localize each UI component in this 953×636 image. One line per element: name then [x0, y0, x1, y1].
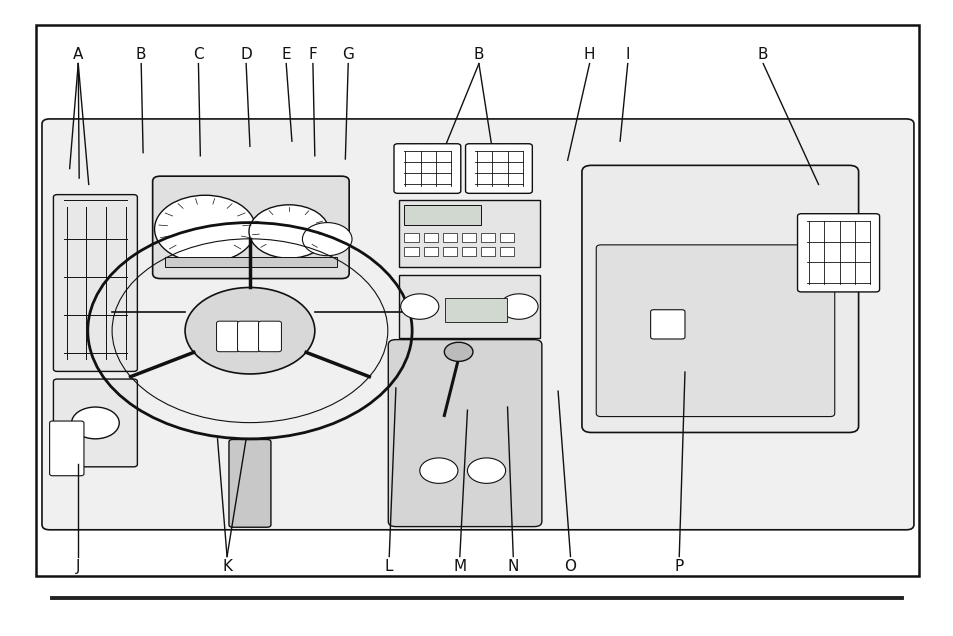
- Circle shape: [467, 458, 505, 483]
- FancyBboxPatch shape: [53, 195, 137, 371]
- Text: O: O: [564, 558, 576, 574]
- Circle shape: [249, 205, 329, 258]
- Bar: [444, 298, 506, 322]
- Bar: [404, 233, 418, 242]
- Bar: [480, 247, 495, 256]
- Circle shape: [444, 342, 473, 361]
- FancyBboxPatch shape: [596, 245, 834, 417]
- FancyBboxPatch shape: [650, 310, 684, 339]
- Text: E: E: [281, 46, 291, 62]
- Bar: [398, 200, 539, 267]
- Bar: [480, 233, 495, 242]
- Text: M: M: [453, 558, 466, 574]
- Circle shape: [154, 195, 255, 263]
- FancyBboxPatch shape: [797, 214, 879, 292]
- FancyBboxPatch shape: [42, 119, 913, 530]
- FancyBboxPatch shape: [388, 340, 541, 527]
- Bar: [398, 275, 539, 338]
- Text: C: C: [193, 46, 204, 62]
- FancyBboxPatch shape: [237, 321, 260, 352]
- FancyBboxPatch shape: [216, 321, 239, 352]
- Bar: [423, 247, 437, 256]
- Text: B: B: [757, 46, 768, 62]
- Text: J: J: [76, 558, 80, 574]
- FancyBboxPatch shape: [152, 176, 349, 279]
- FancyBboxPatch shape: [581, 165, 858, 432]
- FancyBboxPatch shape: [229, 439, 271, 527]
- Text: P: P: [674, 558, 683, 574]
- Text: G: G: [342, 46, 354, 62]
- Text: B: B: [473, 46, 484, 62]
- FancyBboxPatch shape: [394, 144, 460, 193]
- Text: I: I: [625, 46, 629, 62]
- Text: K: K: [222, 558, 232, 574]
- Bar: [165, 257, 336, 267]
- Text: F: F: [308, 46, 317, 62]
- Text: A: A: [73, 46, 83, 62]
- Text: L: L: [385, 558, 393, 574]
- FancyBboxPatch shape: [50, 421, 84, 476]
- Circle shape: [400, 294, 438, 319]
- Bar: [423, 233, 437, 242]
- Bar: [442, 247, 456, 256]
- Circle shape: [419, 458, 457, 483]
- Bar: [499, 247, 514, 256]
- Bar: [499, 233, 514, 242]
- FancyBboxPatch shape: [258, 321, 281, 352]
- Circle shape: [499, 294, 537, 319]
- Bar: [461, 233, 476, 242]
- Bar: [442, 233, 456, 242]
- Text: B: B: [135, 46, 147, 62]
- Circle shape: [185, 287, 314, 374]
- FancyBboxPatch shape: [53, 379, 137, 467]
- Text: H: H: [583, 46, 595, 62]
- Text: D: D: [240, 46, 252, 62]
- Bar: [403, 205, 480, 225]
- Bar: [36, 25, 918, 576]
- Text: N: N: [507, 558, 518, 574]
- Bar: [461, 247, 476, 256]
- FancyBboxPatch shape: [465, 144, 532, 193]
- Circle shape: [71, 407, 119, 439]
- Circle shape: [302, 223, 352, 256]
- Bar: [404, 247, 418, 256]
